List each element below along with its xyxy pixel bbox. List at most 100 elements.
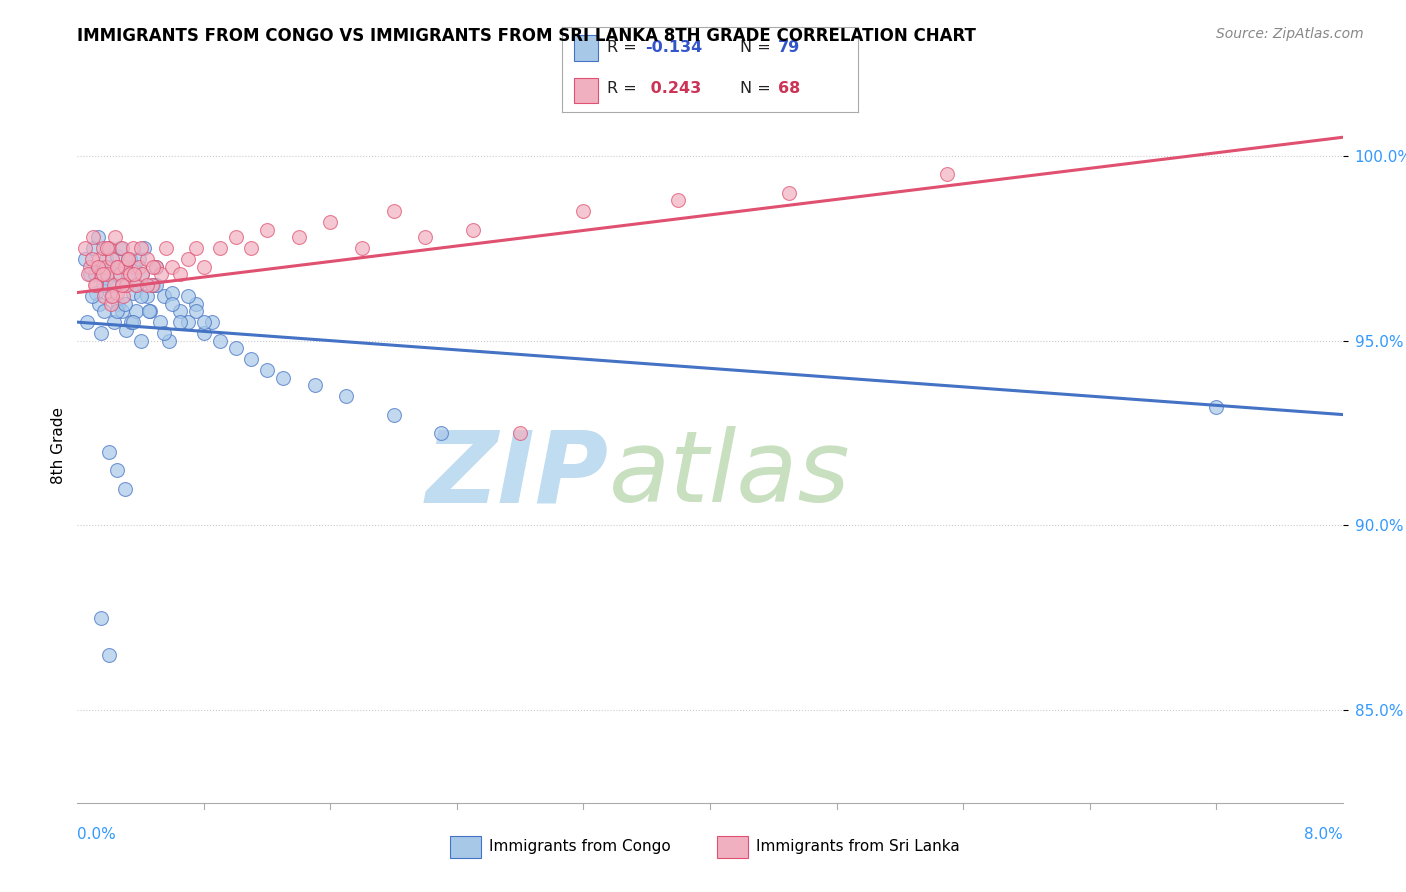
Point: [162, 296, 183, 310]
Point: [104, 230, 127, 244]
Point: [120, 315, 142, 329]
Point: [121, 315, 143, 329]
Point: [112, 289, 135, 303]
Point: [382, 204, 405, 219]
Point: [98, 444, 120, 458]
Text: Immigrants from Congo: Immigrants from Congo: [489, 839, 671, 855]
Point: [76, 315, 98, 329]
Text: 0.243: 0.243: [645, 81, 702, 96]
Point: [124, 260, 146, 274]
Point: [145, 278, 167, 293]
Point: [105, 260, 128, 274]
Point: [87, 260, 110, 274]
Point: [114, 296, 136, 310]
Point: [149, 315, 172, 329]
Point: [177, 315, 200, 329]
Point: [162, 285, 183, 300]
Text: N =: N =: [740, 40, 776, 55]
Point: [256, 363, 278, 377]
Point: [145, 260, 167, 274]
Point: [125, 304, 148, 318]
Point: [96, 241, 118, 255]
Bar: [574, 78, 598, 103]
Point: [82, 230, 104, 244]
Point: [115, 322, 138, 336]
Point: [208, 334, 231, 348]
Point: [142, 260, 165, 274]
Point: [89, 252, 111, 267]
Point: [136, 289, 159, 303]
Point: [136, 252, 159, 267]
Point: [127, 278, 149, 293]
Point: [93, 304, 115, 318]
Point: [240, 352, 263, 367]
Point: [118, 267, 141, 281]
Point: [129, 241, 152, 255]
Point: [82, 241, 104, 255]
Point: [117, 252, 139, 267]
Point: [169, 267, 191, 281]
Point: [141, 278, 163, 293]
Point: [98, 278, 120, 293]
Point: [118, 252, 141, 267]
Point: [225, 230, 247, 244]
Point: [75, 241, 97, 255]
Text: -0.134: -0.134: [645, 40, 703, 55]
Point: [668, 193, 690, 207]
Point: [100, 289, 122, 303]
Point: [157, 334, 180, 348]
Point: [184, 296, 207, 310]
Point: [86, 278, 108, 293]
Point: [94, 252, 117, 267]
Point: [104, 267, 127, 281]
Point: [132, 241, 155, 255]
Point: [108, 267, 131, 281]
Point: [124, 267, 146, 281]
Point: [96, 270, 118, 285]
Point: [131, 267, 153, 281]
Point: [193, 326, 215, 341]
Text: 68: 68: [778, 81, 800, 96]
Point: [461, 223, 484, 237]
Point: [136, 278, 159, 293]
Point: [105, 304, 128, 318]
Point: [107, 260, 129, 274]
Point: [91, 278, 114, 293]
Point: [89, 296, 111, 310]
Text: IMMIGRANTS FROM CONGO VS IMMIGRANTS FROM SRI LANKA 8TH GRADE CORRELATION CHART: IMMIGRANTS FROM CONGO VS IMMIGRANTS FROM…: [77, 27, 976, 45]
Point: [105, 285, 128, 300]
Point: [142, 278, 165, 293]
Bar: [574, 35, 598, 61]
Point: [184, 304, 207, 318]
Point: [150, 267, 173, 281]
Point: [304, 378, 326, 392]
Text: 79: 79: [778, 40, 800, 55]
Point: [111, 278, 132, 293]
Point: [114, 260, 136, 274]
Point: [335, 389, 357, 403]
Point: [96, 267, 118, 281]
Point: [75, 252, 97, 267]
Point: [225, 341, 247, 355]
Point: [107, 296, 129, 310]
Text: ZIP: ZIP: [426, 426, 609, 523]
Point: [128, 252, 150, 267]
Point: [79, 260, 101, 274]
Point: [101, 252, 124, 267]
Point: [1205, 400, 1227, 414]
Point: [105, 249, 128, 263]
Point: [287, 230, 309, 244]
Point: [153, 289, 176, 303]
Point: [91, 267, 114, 281]
Point: [90, 260, 112, 274]
Point: [184, 241, 207, 255]
Text: R =: R =: [607, 81, 641, 96]
Point: [415, 230, 437, 244]
Point: [94, 260, 117, 274]
Point: [193, 260, 215, 274]
Point: [139, 304, 162, 318]
Point: [115, 278, 138, 293]
Point: [80, 289, 103, 303]
Point: [145, 260, 167, 274]
Point: [86, 285, 108, 300]
